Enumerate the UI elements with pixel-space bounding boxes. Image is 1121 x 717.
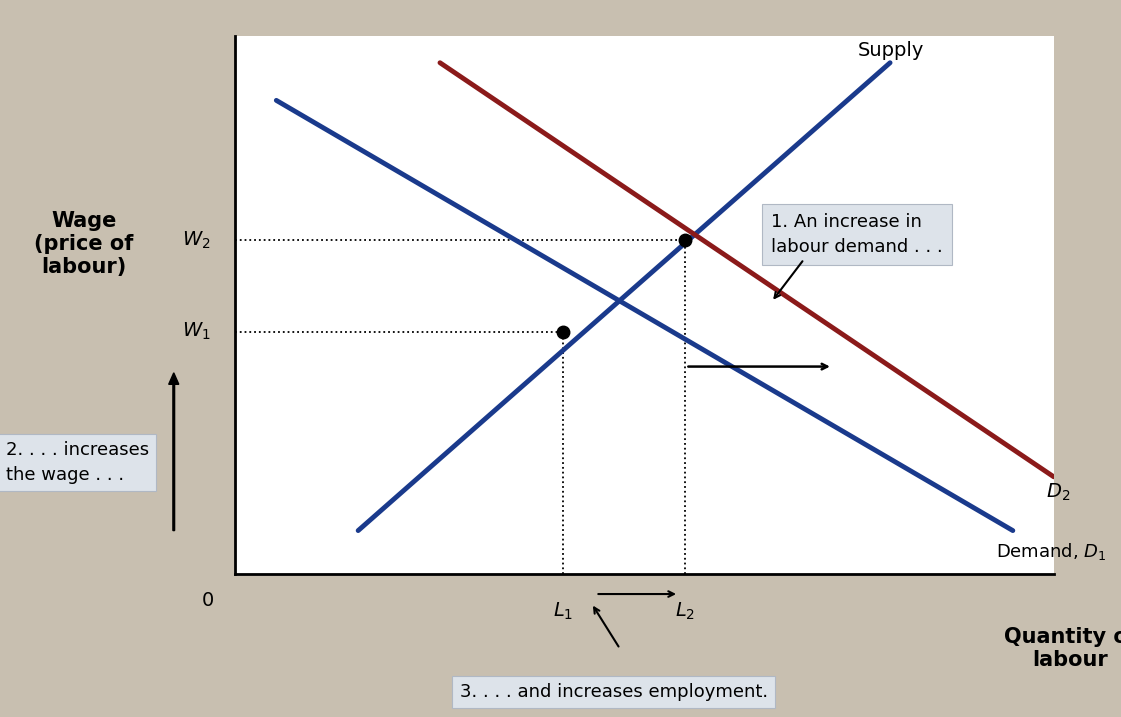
Text: 2. . . . increases
the wage . . .: 2. . . . increases the wage . . . — [6, 441, 149, 484]
Text: $L_2$: $L_2$ — [676, 601, 695, 622]
Text: 0: 0 — [202, 592, 213, 610]
Text: Wage
(price of
labour): Wage (price of labour) — [35, 211, 133, 277]
Text: $D_2$: $D_2$ — [1046, 483, 1069, 503]
Text: 1. An increase in
labour demand . . .: 1. An increase in labour demand . . . — [771, 214, 943, 256]
Text: $L_1$: $L_1$ — [553, 601, 573, 622]
Text: $W_2$: $W_2$ — [183, 229, 211, 251]
Text: Quantity of
labour: Quantity of labour — [1004, 627, 1121, 670]
Text: $W_1$: $W_1$ — [183, 321, 211, 342]
Text: 3. . . . and increases employment.: 3. . . . and increases employment. — [460, 683, 768, 701]
Text: Supply: Supply — [858, 41, 924, 60]
Text: Demand, $D_1$: Demand, $D_1$ — [997, 541, 1106, 562]
